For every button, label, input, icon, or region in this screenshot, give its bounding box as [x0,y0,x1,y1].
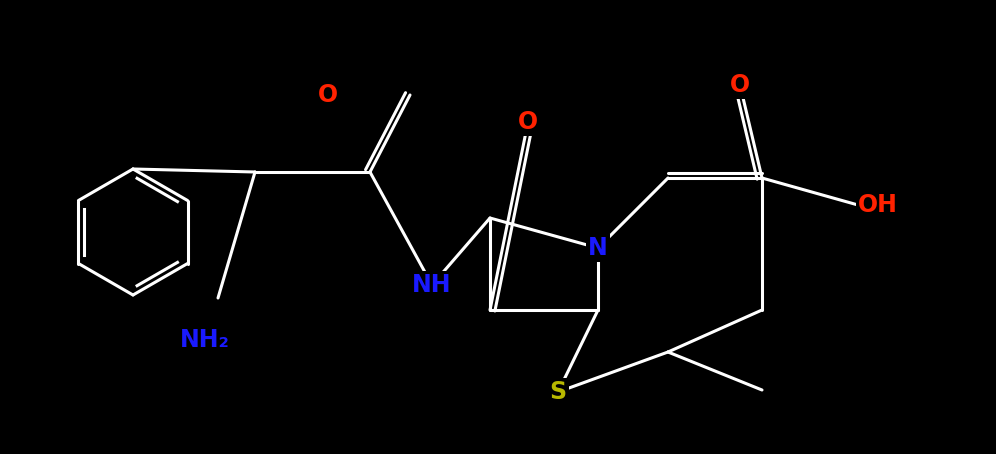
Text: O: O [518,110,538,134]
Text: NH₂: NH₂ [180,328,230,352]
Text: OH: OH [858,193,897,217]
Text: O: O [318,83,338,107]
Text: N: N [588,236,608,260]
Text: NH: NH [412,273,452,297]
Text: S: S [550,380,567,404]
Text: O: O [730,73,750,97]
